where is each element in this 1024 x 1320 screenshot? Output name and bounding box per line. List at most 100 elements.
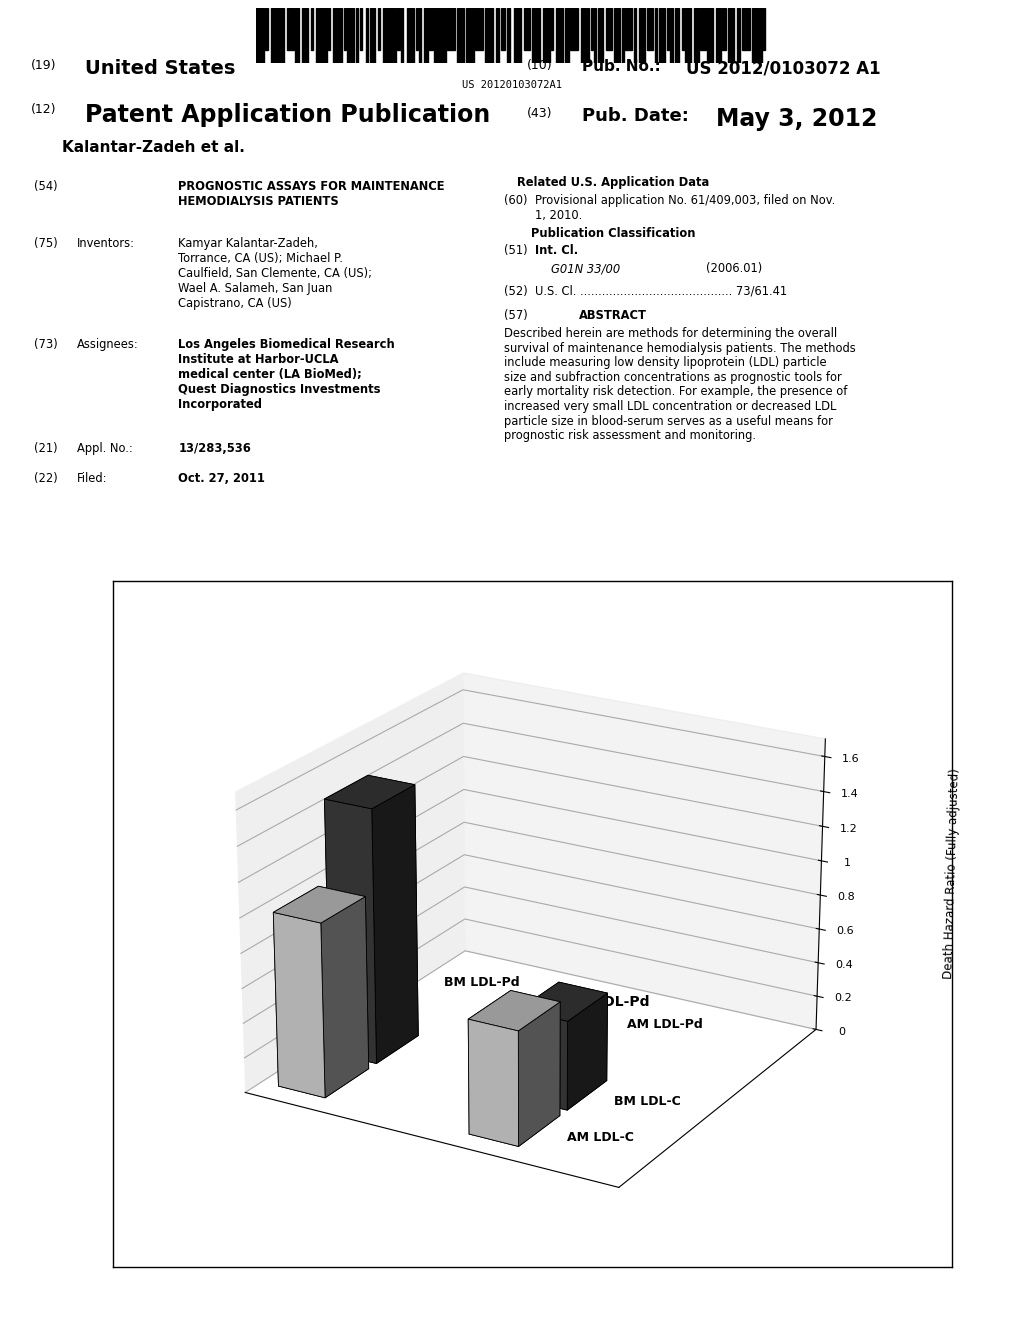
Text: include measuring low density lipoprotein (LDL) particle: include measuring low density lipoprotei…	[504, 356, 826, 370]
Text: (52): (52)	[504, 285, 528, 297]
Text: Provisional application No. 61/409,003, filed on Nov.
1, 2010.: Provisional application No. 61/409,003, …	[536, 194, 836, 222]
Bar	[281, 8, 284, 63]
Bar	[496, 8, 500, 63]
Text: Kalantar-Zadeh et al.: Kalantar-Zadeh et al.	[62, 140, 245, 156]
Bar	[723, 8, 726, 49]
Bar	[333, 8, 338, 63]
Bar	[514, 8, 521, 63]
Bar	[588, 8, 590, 63]
Bar	[759, 8, 763, 63]
Text: Pub. Date:: Pub. Date:	[582, 107, 689, 125]
Bar	[524, 8, 530, 49]
Bar	[447, 8, 455, 49]
Bar	[401, 8, 403, 63]
Bar	[622, 8, 624, 63]
Text: Kamyar Kalantar-Zadeh,
Torrance, CA (US); Michael P.
Caulfield, San Clemente, CA: Kamyar Kalantar-Zadeh, Torrance, CA (US)…	[178, 238, 372, 310]
Bar	[379, 8, 381, 49]
Bar	[742, 8, 751, 49]
Bar	[570, 8, 578, 49]
Bar	[753, 8, 758, 63]
Bar	[647, 8, 653, 49]
Bar	[667, 8, 669, 49]
Text: (43): (43)	[527, 107, 553, 120]
Text: Inventors:: Inventors:	[77, 238, 135, 251]
Bar	[434, 8, 441, 63]
Text: Los Angeles Biomedical Research
Institute at Harbor-UCLA
medical center (LA BioM: Los Angeles Biomedical Research Institut…	[178, 338, 395, 411]
Bar	[502, 8, 505, 49]
Text: (60): (60)	[504, 194, 527, 207]
Bar	[670, 8, 674, 63]
Bar	[384, 8, 387, 63]
Bar	[737, 8, 740, 63]
Bar	[655, 8, 657, 63]
Bar	[370, 8, 376, 63]
Bar	[429, 8, 433, 49]
Text: Filed:: Filed:	[77, 473, 108, 484]
Bar	[635, 8, 637, 63]
Text: increased very small LDL concentration or decreased LDL: increased very small LDL concentration o…	[504, 400, 837, 413]
Text: Pub. No.:: Pub. No.:	[582, 59, 660, 74]
Text: Oct. 27, 2011: Oct. 27, 2011	[178, 473, 265, 484]
Bar	[346, 8, 354, 63]
Text: U.S. Cl. .......................................... 73/61.41: U.S. Cl. ...............................…	[536, 285, 787, 297]
Bar	[595, 8, 597, 63]
Text: (10): (10)	[527, 59, 553, 73]
Text: ABSTRACT: ABSTRACT	[579, 309, 647, 322]
Bar	[311, 8, 313, 49]
Bar	[420, 8, 422, 63]
Bar	[442, 8, 446, 63]
Text: PROGNOSTIC ASSAYS FOR MAINTENANCE
HEMODIALYSIS PATIENTS: PROGNOSTIC ASSAYS FOR MAINTENANCE HEMODI…	[178, 180, 444, 207]
Bar	[614, 8, 620, 63]
Bar	[467, 8, 474, 63]
Text: prognostic risk assessment and monitoring.: prognostic risk assessment and monitorin…	[504, 429, 757, 442]
Text: (57): (57)	[504, 309, 528, 322]
Bar	[360, 8, 362, 49]
Bar	[388, 8, 395, 63]
Text: May 3, 2012: May 3, 2012	[716, 107, 878, 131]
Bar	[640, 8, 645, 63]
Bar	[295, 8, 299, 63]
Bar	[581, 8, 587, 63]
Text: Int. Cl.: Int. Cl.	[536, 244, 579, 257]
Text: (22): (22)	[34, 473, 57, 484]
Text: US 2012/0103072 A1: US 2012/0103072 A1	[686, 59, 881, 78]
Bar	[543, 8, 551, 63]
Text: Publication Classification: Publication Classification	[530, 227, 695, 240]
Text: (75): (75)	[34, 238, 57, 251]
Bar	[366, 8, 368, 63]
Bar	[694, 8, 699, 63]
Text: (2006.01): (2006.01)	[707, 263, 762, 276]
Bar	[598, 8, 603, 63]
Bar	[592, 8, 594, 49]
Text: particle size in blood-serum serves as a useful means for: particle size in blood-serum serves as a…	[504, 414, 834, 428]
Bar	[556, 8, 563, 63]
Bar	[356, 8, 358, 63]
Bar	[708, 8, 713, 63]
Text: (54): (54)	[34, 180, 57, 193]
Bar	[271, 8, 279, 63]
Text: (12): (12)	[31, 103, 56, 116]
Text: G01N 33/00: G01N 33/00	[551, 263, 621, 276]
Text: Appl. No.:: Appl. No.:	[77, 442, 133, 455]
Bar	[716, 8, 722, 63]
Bar	[507, 8, 511, 63]
Bar	[728, 8, 734, 63]
Bar	[328, 8, 330, 49]
Text: (73): (73)	[34, 338, 57, 351]
Bar	[485, 8, 493, 63]
Bar	[685, 8, 691, 63]
Text: (21): (21)	[34, 442, 57, 455]
Bar	[659, 8, 665, 63]
Bar	[302, 8, 307, 63]
Bar	[256, 8, 264, 63]
Bar	[764, 8, 766, 49]
Bar	[676, 8, 679, 63]
Text: Described herein are methods for determining the overall: Described herein are methods for determi…	[504, 327, 838, 339]
Text: (19): (19)	[31, 59, 56, 73]
Bar	[287, 8, 295, 49]
Bar	[407, 8, 414, 63]
Bar	[315, 8, 317, 63]
Bar	[700, 8, 707, 49]
Bar	[606, 8, 612, 49]
Bar	[397, 8, 400, 49]
